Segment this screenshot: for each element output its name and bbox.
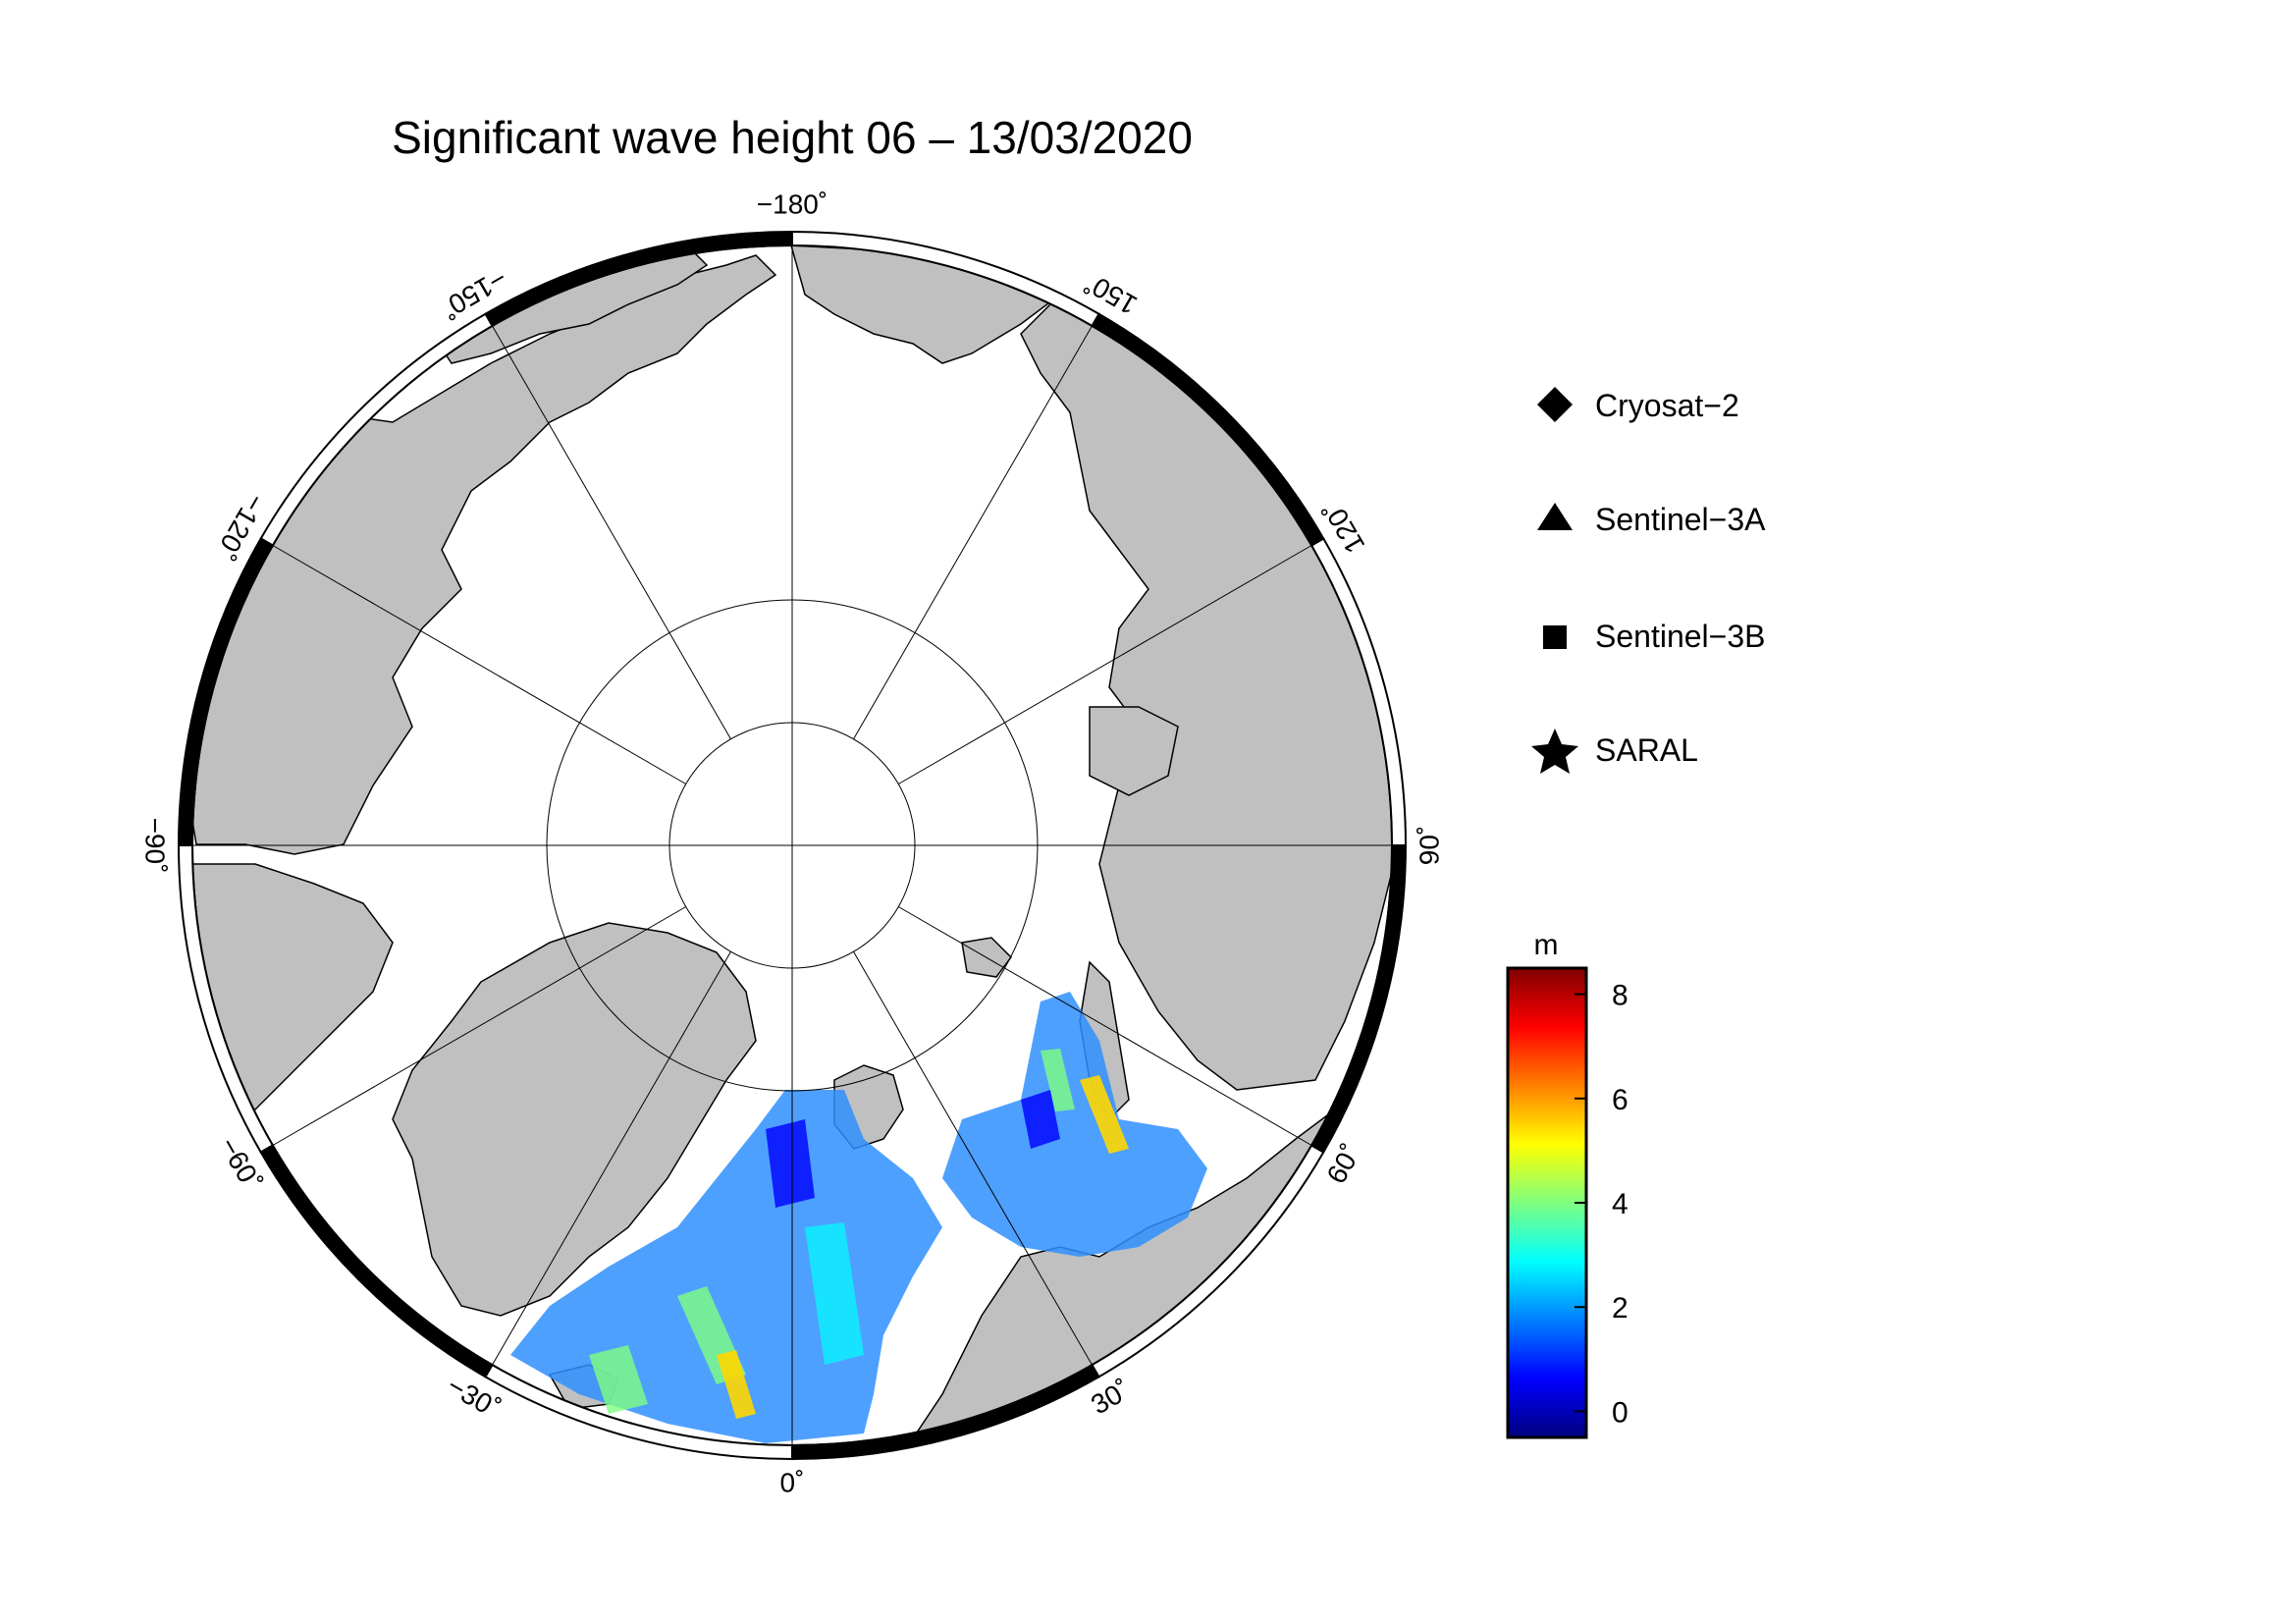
meridian-line	[853, 951, 1093, 1366]
frame-segment	[791, 230, 1100, 328]
colorbar-tick-label: 8	[1612, 980, 1629, 1012]
meridian-line	[898, 906, 1312, 1146]
swh-region-barents-sea	[942, 992, 1207, 1257]
legend: Cryosat−2 Sentinel−3A Sentinel−3B SARAL	[1531, 387, 1766, 774]
land-greenland	[392, 922, 757, 1317]
swh-high-4	[805, 1222, 864, 1365]
colorbar-tick-label: 0	[1612, 1396, 1629, 1429]
colorbar-ramp	[1506, 966, 1588, 1439]
swh-high-3	[589, 1345, 648, 1414]
land-masses	[192, 245, 1392, 1445]
swh-high-5	[1080, 1075, 1129, 1154]
swh-low-2	[766, 1119, 815, 1208]
colorbar-unit: m	[1534, 929, 1559, 961]
meridian-line	[272, 545, 686, 784]
longitude-label: 90˚	[1414, 826, 1444, 865]
legend-label-sentinel3b: Sentinel−3B	[1595, 619, 1765, 654]
meridian-line	[272, 906, 686, 1146]
longitude-label: 0˚	[780, 1467, 805, 1497]
legend-label-sentinel3a: Sentinel−3A	[1595, 502, 1766, 537]
swh-high-6	[1041, 1049, 1075, 1111]
colorbar-tick-label: 6	[1612, 1084, 1629, 1116]
colorbar-tick-label: 4	[1612, 1188, 1629, 1220]
polar-map: −180˚150˚120˚90˚60˚30˚0˚−30˚−60˚−90˚−120…	[140, 189, 1445, 1497]
legend-label-cryosat: Cryosat−2	[1595, 388, 1739, 423]
meridian-line	[492, 325, 731, 739]
colorbar: m 0 2 4 6 8	[1506, 929, 1629, 1439]
colorbar-tick-label: 2	[1612, 1292, 1629, 1325]
legend-star-symbol	[1531, 729, 1578, 774]
swh-low-1	[1021, 1090, 1060, 1149]
chart-title: Significant wave height 06 – 13/03/2020	[392, 112, 1193, 163]
meridian-line	[898, 545, 1312, 784]
map-frame	[177, 230, 1408, 1461]
graticule	[192, 245, 1392, 1445]
colorbar-ticks: 0 2 4 6 8	[1575, 980, 1629, 1429]
wave-height-tracks	[510, 992, 1207, 1443]
legend-triangle-symbol	[1537, 503, 1573, 530]
land-taymyr	[1089, 706, 1179, 796]
legend-label-saral: SARAL	[1595, 732, 1698, 768]
meridians	[192, 245, 1392, 1445]
meridian-line	[492, 951, 731, 1366]
land-canada	[192, 254, 777, 855]
longitude-label: −180˚	[757, 189, 828, 219]
longitude-label: −90˚	[140, 818, 171, 874]
swh-high-2	[717, 1350, 756, 1419]
legend-diamond-symbol	[1537, 387, 1573, 422]
legend-square-symbol	[1543, 625, 1567, 649]
meridian-line	[853, 325, 1093, 739]
